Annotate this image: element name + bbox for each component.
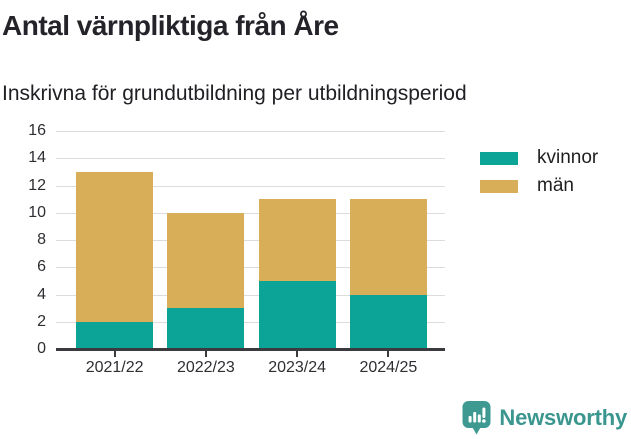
y-tick-label: 6 bbox=[37, 258, 46, 276]
gridline bbox=[56, 185, 445, 187]
x-tick-label: 2021/22 bbox=[85, 359, 144, 376]
gridline bbox=[56, 267, 445, 269]
x-tick-mark bbox=[204, 351, 207, 357]
gridline bbox=[56, 158, 445, 160]
x-axis-line bbox=[56, 348, 445, 351]
x-tick-label: 2024/25 bbox=[359, 359, 418, 376]
gridline bbox=[56, 294, 445, 296]
bar-segment-2022-23-kvinnor bbox=[167, 308, 245, 349]
chart-title: Antal värnpliktiga från Åre bbox=[2, 10, 339, 41]
bar-segment-2024-25-kvinnor bbox=[349, 294, 427, 349]
newsworthy-logo: Newsworthy bbox=[461, 400, 627, 436]
newsworthy-wordmark: Newsworthy bbox=[499, 405, 627, 430]
x-tick-mark bbox=[387, 351, 390, 357]
bar-segment-2021-22-män bbox=[76, 171, 154, 322]
x-tick-mark bbox=[296, 351, 299, 357]
y-tick-label: 10 bbox=[28, 203, 46, 221]
x-tick-mark bbox=[113, 351, 116, 357]
bar-segment-2021-22-kvinnor bbox=[76, 321, 154, 349]
gridline bbox=[56, 131, 445, 132]
legend-swatch-män bbox=[480, 179, 518, 193]
chart-subtitle: Inskrivna för grundutbildning per utbild… bbox=[2, 82, 467, 105]
y-tick-label: 14 bbox=[28, 149, 46, 167]
gridline bbox=[56, 212, 445, 214]
gridline bbox=[56, 240, 445, 241]
x-tick-label: 2023/24 bbox=[268, 359, 327, 376]
y-tick-label: 0 bbox=[37, 340, 46, 357]
legend-label-kvinnor: kvinnor bbox=[537, 147, 599, 168]
y-tick-label: 4 bbox=[37, 285, 46, 303]
y-tick-label: 16 bbox=[28, 122, 46, 139]
bar-segment-2022-23-män bbox=[167, 212, 245, 309]
y-tick-label: 2 bbox=[37, 312, 46, 330]
bar-segment-2023-24-män bbox=[258, 199, 336, 281]
legend-swatch-kvinnor bbox=[480, 151, 518, 165]
y-tick-label: 12 bbox=[28, 176, 46, 194]
gridline bbox=[56, 321, 445, 323]
legend-item-män: män bbox=[480, 174, 598, 198]
newsworthy-logo-icon bbox=[462, 401, 491, 435]
y-tick-label: 8 bbox=[37, 231, 46, 248]
bar-segment-2024-25-män bbox=[349, 199, 427, 295]
bar-segment-2023-24-kvinnor bbox=[258, 280, 336, 349]
legend-label-män: män bbox=[537, 175, 574, 196]
x-tick-label: 2022/23 bbox=[176, 359, 235, 376]
legend: kvinnor män bbox=[480, 146, 598, 202]
legend-item-kvinnor: kvinnor bbox=[480, 146, 598, 170]
